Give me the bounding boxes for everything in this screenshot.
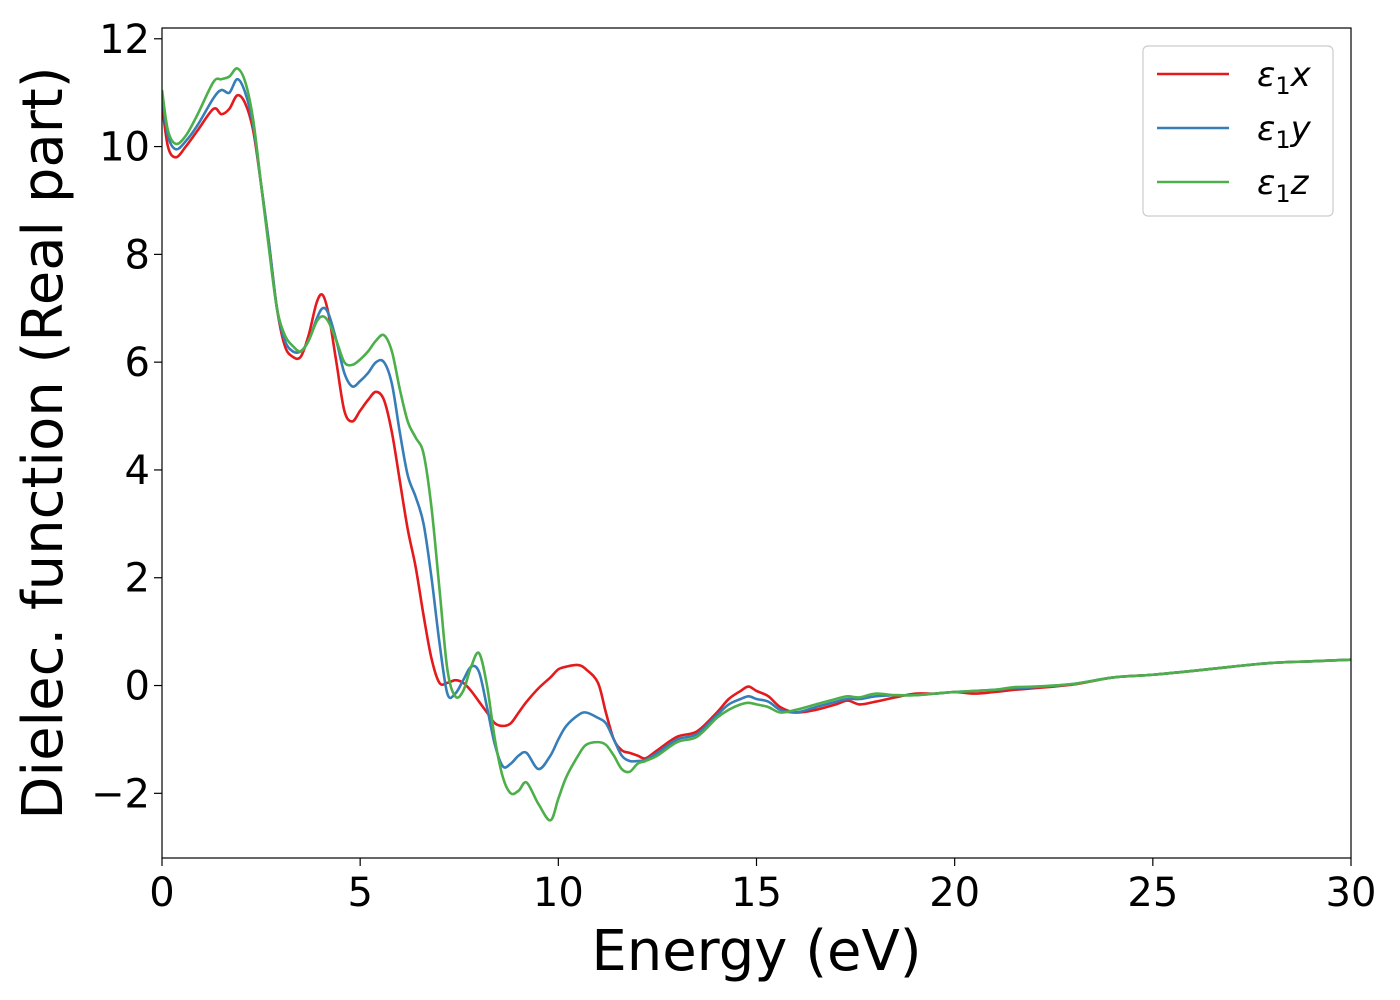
series-layer	[162, 67, 1351, 822]
legend-label-x: ε1x	[1257, 55, 1312, 100]
x-axis-title: Energy (eV)	[591, 919, 921, 984]
x-tick-label: 0	[149, 870, 174, 916]
y-tick-label: 10	[99, 125, 150, 171]
x-tick-label: 30	[1326, 870, 1377, 916]
series-line-z	[162, 67, 1351, 822]
y-tick-label: 6	[125, 340, 150, 386]
legend-box	[1142, 45, 1334, 217]
x-tick-label: 20	[929, 870, 980, 916]
legend-label-y: ε1y	[1257, 109, 1312, 154]
x-tick-label: 25	[1127, 870, 1178, 916]
legend-label-z: ε1z	[1257, 163, 1310, 208]
x-tick-label: 5	[347, 870, 372, 916]
y-tick-label: 8	[125, 232, 150, 278]
y-tick-label: 0	[125, 664, 150, 710]
x-tick-label: 15	[731, 870, 782, 916]
series-line-x	[162, 93, 1351, 760]
ticks-layer: 0 5 10 15 20 25 30 −2 0 2 4 6 8 10 12	[91, 17, 1376, 916]
y-axis-title: Dielec. function (Real part)	[11, 66, 76, 819]
y-tick-label: 2	[125, 556, 150, 602]
y-tick-label: 4	[125, 448, 150, 494]
y-tick-label: −2	[91, 771, 150, 817]
y-tick-label: 12	[99, 17, 150, 63]
x-tick-label: 10	[533, 870, 584, 916]
legend: ε1x ε1y ε1z	[1142, 45, 1334, 217]
